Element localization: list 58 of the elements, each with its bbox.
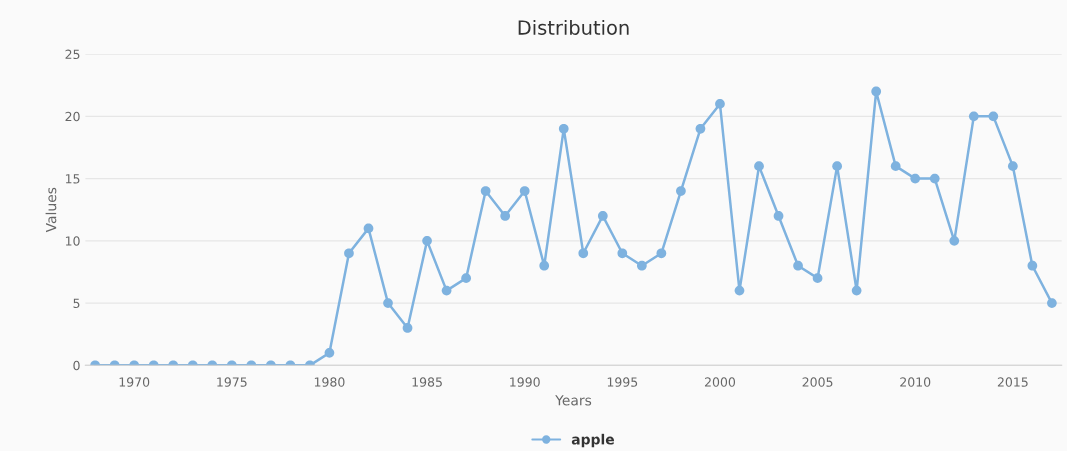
point [363,223,374,234]
point [344,248,354,259]
y-tick-label: 0 [73,360,80,371]
legend-label: apple [571,433,614,448]
y-tick-label: 15 [65,174,80,184]
point [480,186,491,196]
point [734,285,745,296]
point [812,273,823,284]
point [402,323,413,333]
x-tick-label: 2000 [704,377,736,387]
point [578,248,589,259]
x-tick-label: 1970 [119,377,150,387]
point [968,111,979,122]
point [676,186,686,196]
x-tick-label: 2005 [802,377,833,387]
point [519,186,530,196]
point [832,161,842,172]
point [324,348,335,358]
point [636,260,647,271]
point [441,285,452,296]
point [558,123,569,134]
y-tick-label: 10 [65,236,80,246]
x-tick-label: 1985 [412,377,442,387]
point [871,86,882,97]
point [773,211,784,221]
y-tick-label: 25 [65,49,80,60]
x-tick-label: 1980 [314,377,345,387]
point [949,235,960,246]
point [890,161,901,172]
point [851,285,862,296]
point [988,111,999,122]
x-tick-label: 1990 [510,377,540,387]
chart-title: Distribution [518,19,629,35]
x-tick-label: 1995 [607,377,638,387]
point [754,161,764,172]
point [1027,260,1038,271]
y-axis-title: Values [45,187,57,233]
point [597,211,608,221]
x-tick-label: 2010 [900,377,931,387]
point [422,235,432,246]
point [539,260,550,271]
point [656,248,667,259]
point [910,173,921,184]
y-tick-label: 5 [73,298,80,308]
x-axis-title: Years [555,395,592,406]
point [695,123,706,134]
point [793,260,803,271]
point [1007,161,1018,172]
point [500,211,511,221]
point [929,173,940,184]
point [617,248,628,259]
point [1047,298,1057,308]
point [383,298,393,308]
x-tick-label: 1975 [217,377,247,387]
point [715,99,725,109]
y-tick-label: 20 [65,111,80,122]
x-tick-label: 2015 [997,377,1028,387]
point [461,273,471,284]
